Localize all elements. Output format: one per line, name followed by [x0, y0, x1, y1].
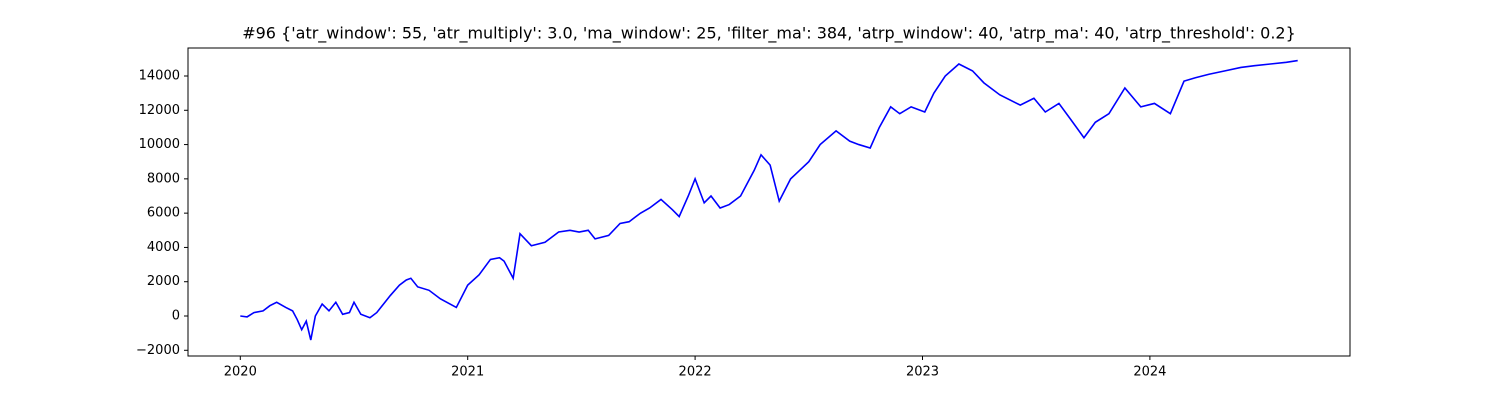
y-tick-label: 0: [172, 309, 180, 324]
chart-title: #96 {'atr_window': 55, 'atr_multiply': 3…: [242, 24, 1296, 44]
x-tick-label: 2023: [906, 365, 939, 380]
x-tick-label: 2024: [1133, 365, 1166, 380]
x-tick-label: 2020: [224, 365, 257, 380]
y-tick-label: 8000: [147, 171, 180, 186]
y-tick-label: −2000: [136, 343, 180, 358]
plot-frame: [187, 47, 1351, 357]
y-tick-label: 12000: [139, 103, 180, 118]
y-tick-label: 14000: [139, 68, 180, 83]
y-tick-label: 6000: [147, 206, 180, 221]
x-tick-label: 2021: [451, 365, 484, 380]
data-line: [240, 59, 1298, 341]
y-tick-label: 4000: [147, 240, 180, 255]
y-tick-label: 10000: [139, 137, 180, 152]
x-tick-label: 2022: [679, 365, 712, 380]
y-tick-label: 2000: [147, 274, 180, 289]
